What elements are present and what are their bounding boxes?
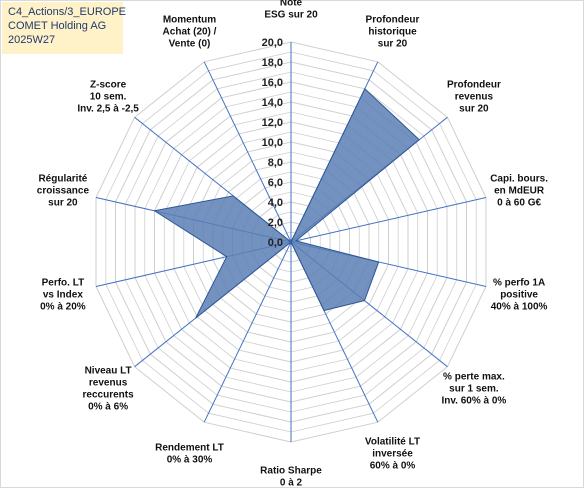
axis-label: % perte max.sur 1 sem.Inv. 60% à 0% [441, 371, 506, 406]
axis-label-line: inversée [372, 448, 413, 459]
axis-label-line: reccurents [83, 389, 135, 400]
chart-header: C4_Actions/3_EUROPE COMET Holding AG 202… [2, 2, 126, 54]
axis-label-line: sur 20 [459, 104, 489, 115]
axis-label-line: Inv. 60% à 0% [441, 395, 506, 406]
axis-label-line: Rendement LT [155, 442, 224, 453]
axis-label-line: Ratio Sharpe [260, 466, 322, 477]
axis-label-line: Z-score [90, 80, 127, 91]
axis-label-line: Profondeur [447, 80, 501, 91]
tick-label: 4,0 [268, 197, 283, 209]
tick-label: 6,0 [268, 177, 283, 189]
tick-label: 18,0 [262, 57, 283, 69]
axis-label-line: Capi. bours. [490, 173, 548, 184]
axis-label-line: Momentum [163, 15, 216, 26]
axis-label-line: 10 sem. [90, 92, 127, 103]
axis-label-line: Régularité [38, 173, 87, 184]
axis-label-line: en MdEUR [494, 185, 545, 196]
tick-label: 0,0 [268, 237, 283, 249]
series-area [153, 87, 420, 319]
axis-label-line: 0 à 2 [280, 478, 303, 488]
axis-label-line: 0% à 30% [167, 454, 213, 465]
axis-label-line: ESG sur 20 [264, 10, 318, 21]
tick-label: 8,0 [268, 157, 283, 169]
axis-label-line: 0% à 6% [88, 401, 128, 412]
axis-label-line: Niveau LT [85, 365, 132, 376]
tick-labels: 0,0 2,0 4,0 6,0 8,0 10,0 12,0 14,0 16,0 18,0 20,0 [262, 37, 283, 249]
axis-line [290, 197, 487, 243]
series [153, 87, 420, 319]
axis-label-line: % perfo 1A [493, 278, 545, 289]
axis-label-line: sur 20 [378, 39, 408, 50]
tick-label: 16,0 [262, 77, 283, 89]
axis-line [203, 61, 292, 243]
axis-label-line: revenus [89, 377, 128, 388]
axis-label-line: sur 1 sem. [449, 383, 499, 394]
axis-label-line: vs Index [43, 290, 83, 301]
axis-label: Rendement LT0% à 30% [155, 442, 224, 465]
tick-label: 12,0 [262, 117, 283, 129]
header-line-2: COMET Holding AG [8, 20, 107, 32]
axis-label-line: 0 à 60 G€ [497, 197, 541, 208]
axis-label-line: Vente (0) [169, 39, 211, 50]
axis-label-line: Volatilité LT [365, 436, 420, 447]
axis-label-line: Profondeur [366, 15, 420, 26]
axis-line [203, 241, 292, 423]
header-line-3: 2025W27 [8, 34, 56, 46]
header-line-1: C4_Actions/3_EUROPE [8, 6, 126, 18]
axis-label-line: Achat (20) / [163, 27, 217, 38]
axis-label-line: 60% à 0% [370, 460, 416, 471]
axis-label-line: historique [368, 27, 417, 38]
axis-label-line: 40% à 100% [491, 302, 548, 313]
axis-label-line: positive [500, 290, 538, 301]
axis-label-line: Inv. 2,5 à -2,5 [77, 104, 139, 115]
axis-label-line: Perfo. LT [42, 278, 85, 289]
axis-label-line: croissance [37, 185, 90, 196]
axis-label-line: 0% à 20% [40, 302, 86, 313]
axis-label-line: sur 20 [48, 197, 78, 208]
tick-label: 20,0 [262, 37, 283, 49]
tick-label: 10,0 [262, 137, 283, 149]
axis-label-line: % perte max. [443, 371, 505, 382]
tick-label: 2,0 [268, 217, 283, 229]
axis-label-line: Note [280, 0, 303, 9]
tick-label: 14,0 [262, 97, 283, 109]
axis-label-line: revenus [455, 92, 494, 103]
